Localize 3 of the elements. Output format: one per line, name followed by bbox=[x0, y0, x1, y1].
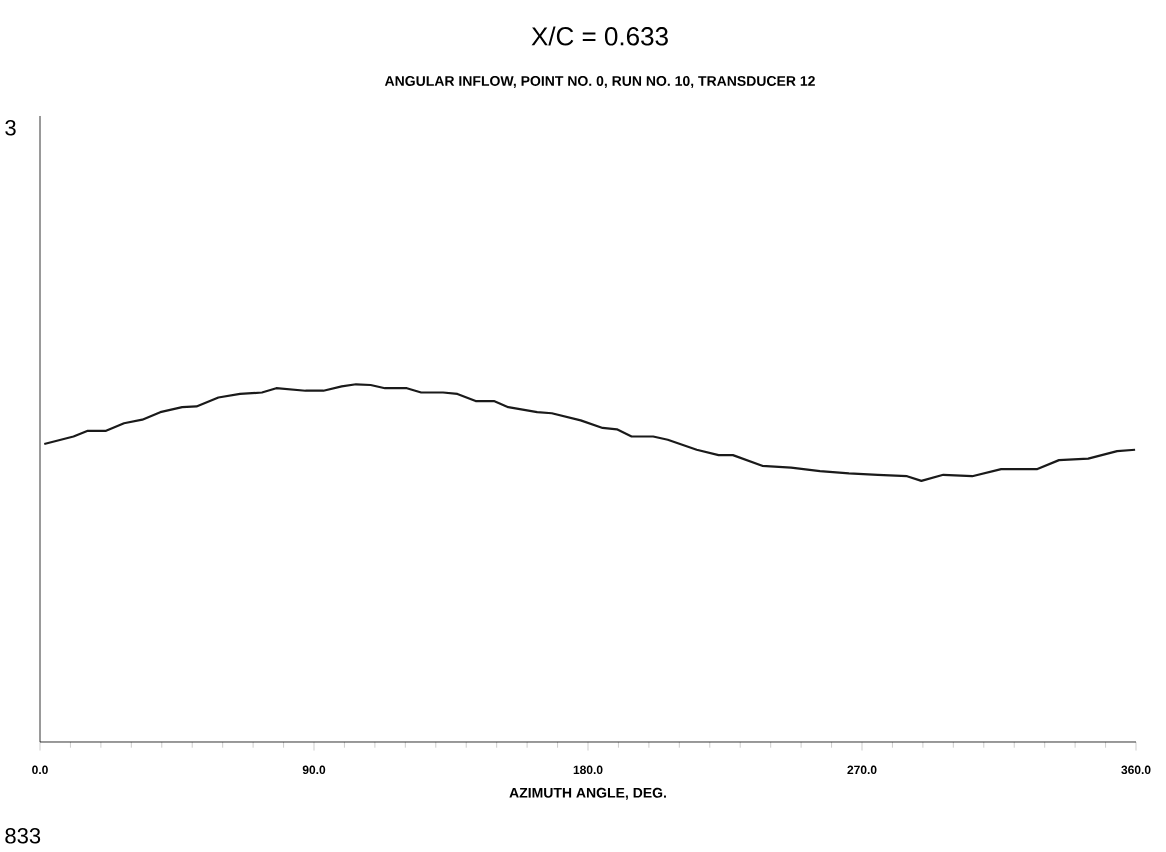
text: 3 bbox=[5, 120, 16, 136]
text: 833 bbox=[5, 828, 41, 844]
chart-title: X/C = 0.633 bbox=[531, 26, 668, 46]
